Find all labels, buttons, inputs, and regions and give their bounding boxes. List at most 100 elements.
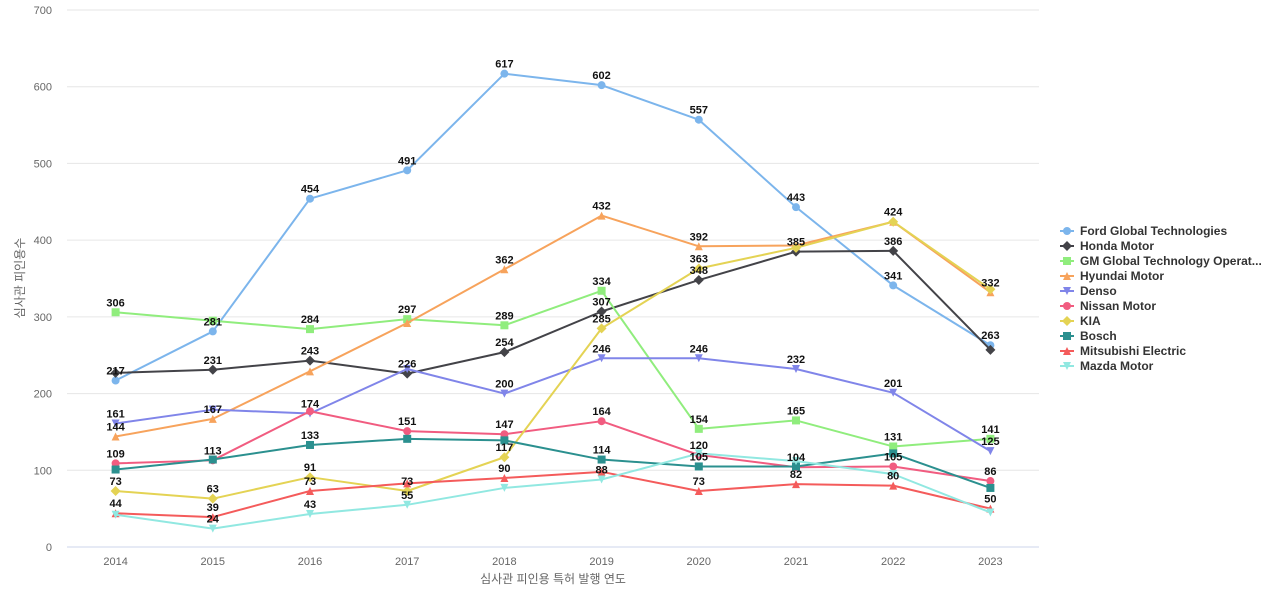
data-label: 90 — [498, 463, 510, 475]
legend-marker — [1062, 316, 1072, 326]
data-point — [889, 481, 898, 490]
legend-item[interactable]: KIA — [1060, 314, 1101, 328]
series-line — [115, 289, 991, 448]
legend-marker — [1063, 287, 1071, 295]
y-tick-label: 0 — [46, 542, 52, 554]
data-label: 55 — [401, 490, 413, 502]
x-tick-label: 2018 — [492, 556, 516, 568]
data-point — [889, 388, 898, 397]
legend-item[interactable]: Mazda Motor — [1060, 359, 1154, 373]
data-label: 363 — [690, 254, 708, 266]
data-point — [500, 69, 509, 78]
legend-item[interactable]: GM Global Technology Operat... — [1060, 254, 1262, 268]
legend-item[interactable]: Denso — [1060, 284, 1117, 298]
data-point — [596, 323, 607, 334]
data-label: 39 — [207, 502, 219, 514]
data-point — [597, 211, 606, 220]
legend-item[interactable]: Mitsubishi Electric — [1060, 344, 1186, 358]
legend-item[interactable]: Bosch — [1060, 329, 1117, 343]
data-point — [694, 424, 703, 433]
data-label: 491 — [398, 155, 416, 167]
x-tick-label: 2021 — [784, 556, 808, 568]
x-tick-label: 2023 — [978, 556, 1002, 568]
data-point — [597, 467, 606, 476]
legend-label: Denso — [1080, 284, 1117, 298]
data-point — [403, 500, 412, 509]
data-point — [597, 455, 606, 464]
data-point — [208, 327, 217, 336]
data-point — [985, 344, 996, 355]
data-point — [111, 308, 120, 317]
data-label: 131 — [884, 432, 902, 444]
data-point — [889, 281, 898, 290]
data-label: 164 — [592, 406, 611, 418]
data-point — [306, 510, 314, 519]
data-point — [305, 355, 315, 366]
legend-marker — [1063, 227, 1071, 235]
data-label: 246 — [592, 343, 610, 355]
data-label: 289 — [495, 310, 513, 322]
data-label: 151 — [398, 416, 416, 428]
data-point — [500, 436, 509, 445]
data-label: 424 — [884, 207, 903, 219]
y-tick-label: 600 — [34, 82, 52, 94]
data-point — [306, 367, 314, 376]
data-point — [111, 376, 120, 385]
data-point — [596, 306, 607, 317]
data-label: 174 — [301, 399, 320, 411]
data-label: 133 — [301, 430, 319, 442]
series-gm-global-technology-operat — [111, 286, 995, 451]
series-layer — [110, 69, 996, 533]
legend-item[interactable]: Hyundai Motor — [1060, 269, 1164, 283]
series-line — [115, 214, 991, 438]
series-line — [115, 470, 991, 519]
data-point — [111, 419, 120, 428]
data-label: 254 — [495, 337, 514, 349]
data-label: 147 — [495, 419, 513, 431]
data-point — [597, 286, 606, 295]
y-tick-label: 300 — [34, 312, 52, 324]
data-point — [500, 265, 509, 274]
x-tick-label: 2016 — [298, 556, 322, 568]
data-point — [889, 449, 898, 458]
data-point — [110, 485, 121, 496]
series-hyundai-motor — [111, 211, 995, 441]
legend-item[interactable]: Ford Global Technologies — [1060, 224, 1227, 238]
data-point — [208, 524, 217, 533]
data-label: 226 — [398, 359, 416, 371]
data-point — [693, 263, 704, 274]
data-point — [986, 483, 995, 492]
data-point — [597, 475, 606, 484]
data-point — [792, 365, 800, 374]
legend-marker — [1063, 257, 1071, 265]
data-point — [111, 459, 120, 468]
data-label: 165 — [787, 405, 805, 417]
data-label: 307 — [592, 296, 610, 308]
data-point — [986, 434, 995, 443]
data-point — [500, 483, 509, 492]
data-point — [985, 284, 996, 295]
data-point — [791, 242, 801, 253]
data-point — [694, 115, 703, 124]
data-label: 73 — [304, 476, 316, 488]
data-point — [111, 510, 120, 519]
series-nissan-motor — [111, 407, 995, 486]
legend-item[interactable]: Nissan Motor — [1060, 299, 1156, 313]
series-line — [115, 220, 991, 500]
data-point — [693, 275, 704, 286]
series-line — [115, 452, 991, 530]
data-point — [306, 486, 314, 495]
legend-label: Mazda Motor — [1080, 359, 1154, 373]
legend-label: Nissan Motor — [1080, 299, 1156, 313]
legend-item[interactable]: Honda Motor — [1060, 239, 1154, 253]
data-label: 392 — [690, 231, 708, 243]
data-label: 454 — [301, 184, 320, 196]
data-point — [500, 321, 509, 330]
data-point — [306, 194, 314, 203]
data-label: 105 — [690, 451, 708, 463]
data-point — [403, 427, 412, 436]
data-label: 80 — [887, 471, 899, 483]
data-point — [499, 347, 510, 358]
data-point — [306, 440, 314, 449]
